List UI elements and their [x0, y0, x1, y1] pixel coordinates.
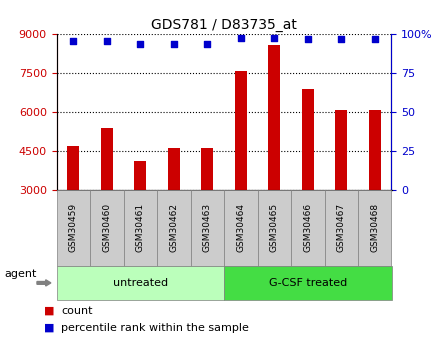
Point	[70, 38, 77, 43]
Point	[371, 36, 378, 42]
Point	[304, 36, 311, 42]
Bar	[335, 109, 346, 190]
Point	[103, 38, 110, 43]
Bar	[67, 146, 79, 190]
Point	[137, 41, 144, 47]
Text: agent: agent	[4, 269, 36, 279]
Bar	[368, 109, 380, 190]
Text: GSM30464: GSM30464	[236, 203, 245, 252]
Point	[237, 35, 244, 40]
Text: ■: ■	[43, 306, 54, 315]
Bar	[201, 148, 213, 190]
Point	[270, 35, 277, 40]
Text: GSM30465: GSM30465	[269, 203, 278, 252]
Point	[203, 41, 210, 47]
Text: GSM30468: GSM30468	[369, 203, 378, 252]
Bar	[301, 89, 313, 190]
Text: GSM30460: GSM30460	[102, 203, 111, 252]
Bar	[101, 128, 112, 190]
Text: percentile rank within the sample: percentile rank within the sample	[61, 323, 248, 333]
Text: G-CSF treated: G-CSF treated	[268, 278, 346, 288]
Title: GDS781 / D83735_at: GDS781 / D83735_at	[151, 18, 296, 32]
Text: ■: ■	[43, 323, 54, 333]
Text: GSM30461: GSM30461	[135, 203, 145, 252]
Bar	[168, 148, 179, 190]
Text: GSM30467: GSM30467	[336, 203, 345, 252]
Text: count: count	[61, 306, 92, 315]
Bar	[134, 161, 146, 190]
Text: GSM30462: GSM30462	[169, 203, 178, 252]
Bar	[268, 45, 279, 190]
Text: untreated: untreated	[112, 278, 168, 288]
Text: GSM30466: GSM30466	[302, 203, 312, 252]
Text: GSM30463: GSM30463	[202, 203, 211, 252]
Point	[337, 36, 344, 42]
Point	[170, 41, 177, 47]
Text: GSM30459: GSM30459	[69, 203, 78, 252]
Bar	[234, 71, 246, 190]
